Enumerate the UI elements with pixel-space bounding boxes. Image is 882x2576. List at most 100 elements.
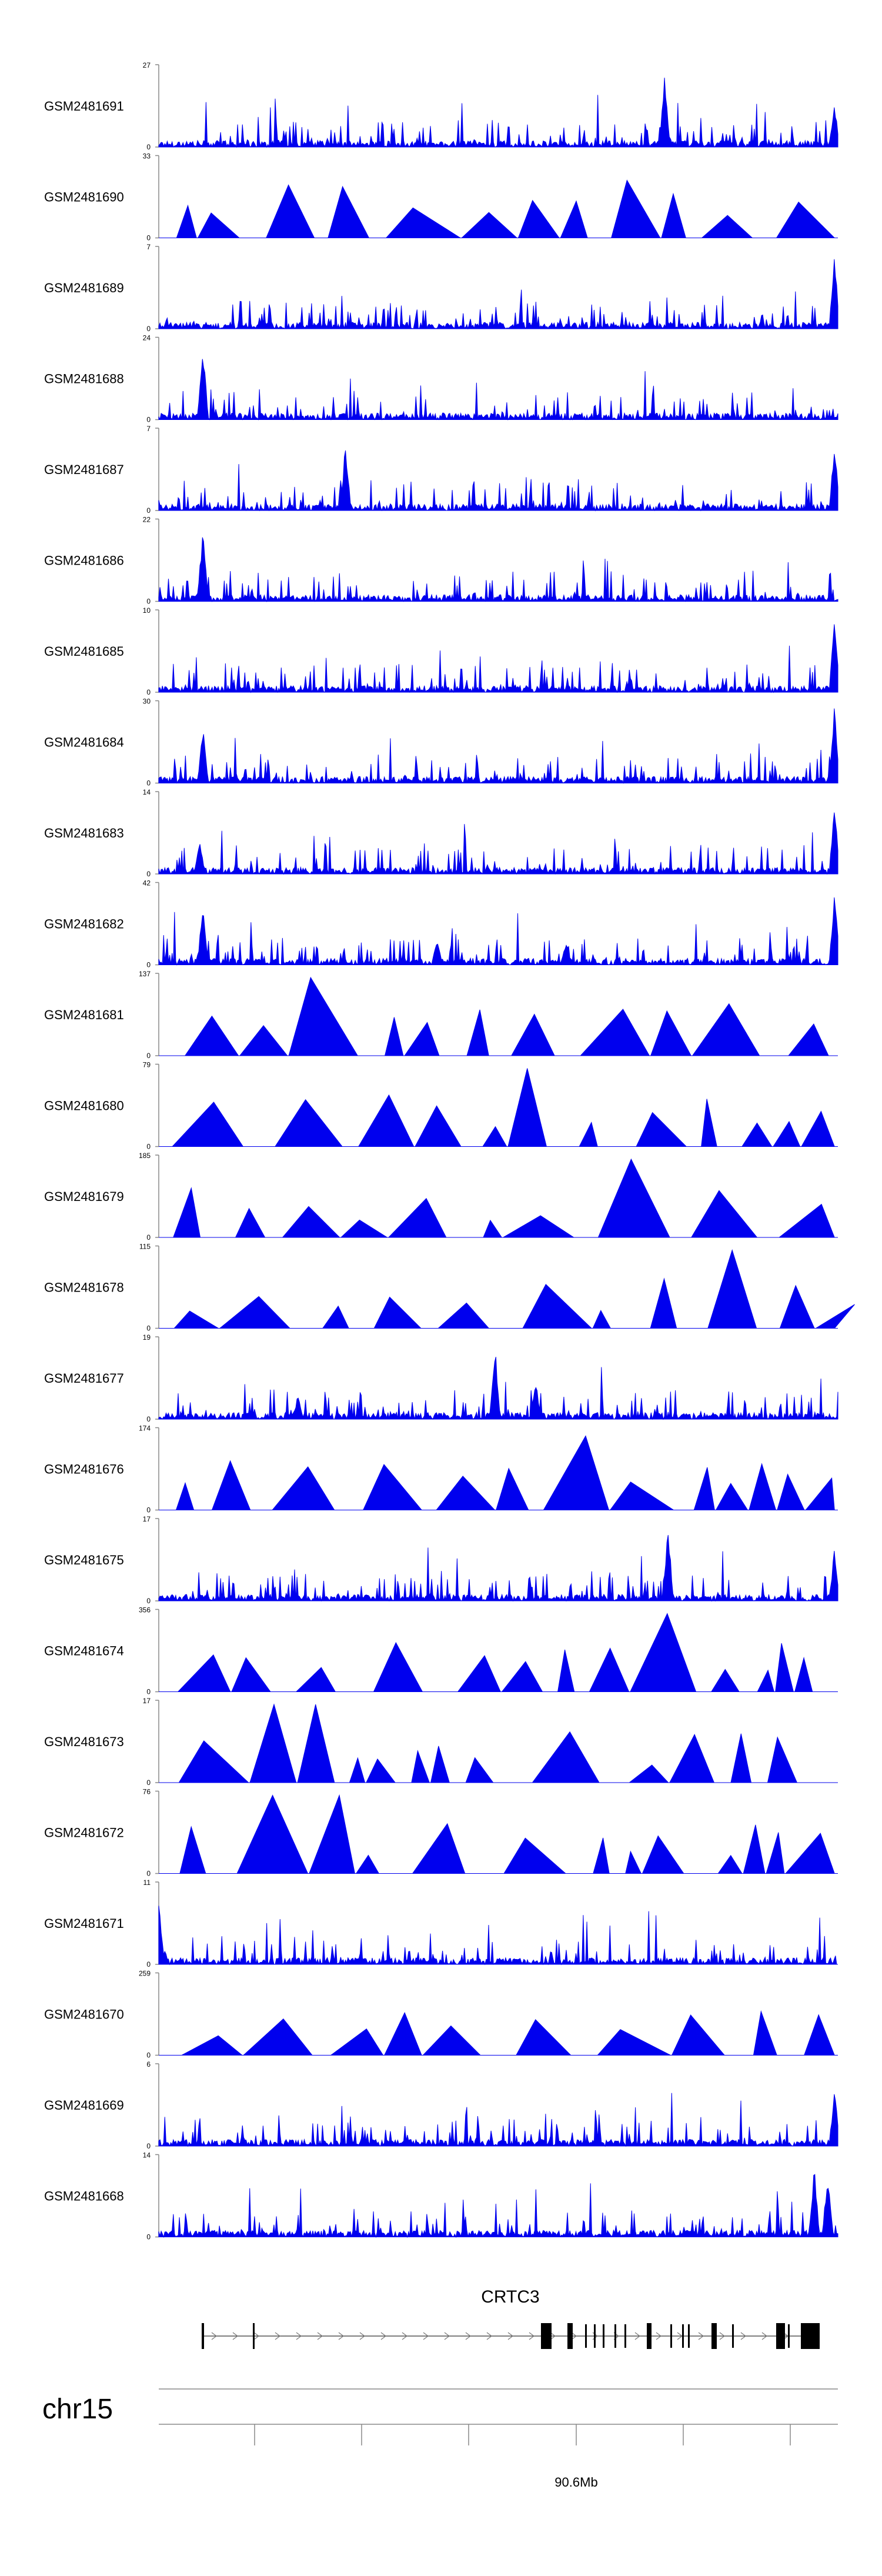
track-GSM2481691: GSM2481691 27 0	[44, 61, 838, 151]
strand-arrow	[634, 2332, 640, 2340]
gene-model: CRTC3	[202, 2287, 820, 2349]
strand-arrow	[761, 2332, 767, 2340]
signal-area	[158, 2093, 838, 2147]
strand-arrow	[740, 2332, 746, 2340]
y-min-label: 0	[146, 961, 151, 969]
track-label: GSM2481676	[44, 1462, 124, 1477]
exon	[541, 2323, 552, 2349]
track-label: GSM2481668	[44, 2189, 124, 2204]
y-max-label: 10	[143, 606, 151, 615]
signal-area	[159, 1703, 838, 1783]
y-min-label: 0	[146, 2142, 151, 2150]
strand-arrow	[232, 2332, 238, 2340]
y-min-label: 0	[146, 598, 151, 606]
track-GSM2481687: GSM2481687 7 0	[44, 425, 838, 515]
y-max-label: 259	[139, 1970, 151, 1978]
y-max-label: 356	[139, 1606, 151, 1614]
signal-tracks: GSM2481691270GSM2481690330GSM248168970GS…	[44, 61, 855, 2241]
signal-area	[158, 624, 838, 693]
strand-arrow	[529, 2332, 534, 2340]
strand-arrow	[507, 2332, 513, 2340]
exon	[202, 2323, 204, 2349]
exon	[647, 2323, 652, 2349]
y-min-label: 0	[146, 1506, 151, 1514]
track-GSM2481690: GSM2481690 33 0	[44, 152, 838, 242]
track-GSM2481678: GSM2481678 115 0	[44, 1243, 855, 1333]
track-GSM2481674: GSM2481674 356 0	[44, 1606, 838, 1696]
track-GSM2481676: GSM2481676 174 0	[44, 1424, 838, 1514]
y-min-label: 0	[146, 1233, 151, 1242]
y-min-label: 0	[146, 1324, 151, 1333]
axis-tick-label: 90.6Mb	[554, 2475, 597, 2490]
track-GSM2481671: GSM2481671 11 0	[44, 1878, 838, 1968]
exon	[624, 2324, 626, 2348]
signal-area	[158, 1906, 838, 1966]
y-min-label: 0	[146, 416, 151, 424]
y-min-label: 0	[146, 870, 151, 878]
track-GSM2481684: GSM2481684 30 0	[44, 698, 838, 788]
y-min-label: 0	[146, 779, 151, 788]
strand-arrow	[317, 2332, 323, 2340]
track-GSM2481673: GSM2481673 17 0	[44, 1697, 838, 1787]
signal-area	[158, 812, 838, 875]
strand-arrow	[338, 2332, 344, 2340]
track-label: GSM2481687	[44, 462, 124, 477]
exon	[682, 2324, 684, 2348]
track-GSM2481685: GSM2481685 10 0	[44, 606, 838, 696]
y-max-label: 24	[143, 334, 151, 342]
track-GSM2481683: GSM2481683 14 0	[44, 788, 838, 878]
signal-area	[159, 1249, 855, 1329]
track-label: GSM2481679	[44, 1189, 124, 1204]
exon	[567, 2323, 573, 2349]
track-GSM2481677: GSM2481677 19 0	[44, 1333, 838, 1423]
exon	[732, 2324, 734, 2348]
strand-arrow	[275, 2332, 280, 2340]
gene-label: CRTC3	[481, 2287, 539, 2307]
track-label: GSM2481674	[44, 1644, 124, 1659]
track-label: GSM2481677	[44, 1371, 124, 1386]
genome-axis: chr15 90.6Mb	[42, 2388, 838, 2490]
y-min-label: 0	[146, 1870, 151, 1878]
track-GSM2481686: GSM2481686 22 0	[44, 516, 838, 606]
track-label: GSM2481669	[44, 2098, 124, 2113]
signal-area	[158, 259, 838, 330]
y-max-label: 137	[139, 970, 151, 978]
y-min-label: 0	[146, 688, 151, 696]
y-max-label: 7	[146, 425, 151, 433]
y-max-label: 42	[143, 879, 151, 887]
exon	[711, 2323, 717, 2349]
y-min-label: 0	[146, 506, 151, 515]
track-label: GSM2481689	[44, 281, 124, 295]
exon	[253, 2323, 255, 2349]
signal-area	[159, 976, 838, 1056]
signal-area	[159, 179, 838, 238]
exon	[801, 2323, 820, 2349]
y-max-label: 14	[143, 788, 151, 796]
y-max-label: 33	[143, 152, 151, 161]
exon	[776, 2323, 785, 2349]
signal-area	[158, 450, 838, 512]
signal-area	[158, 359, 838, 421]
track-label: GSM2481678	[44, 1280, 124, 1295]
strand-arrow	[486, 2332, 492, 2340]
signal-area	[158, 897, 838, 966]
signal-area	[158, 2174, 838, 2238]
track-GSM2481670: GSM2481670 259 0	[44, 1970, 838, 2060]
y-min-label: 0	[146, 325, 151, 333]
y-min-label: 0	[146, 2051, 151, 2060]
y-min-label: 0	[146, 1688, 151, 1696]
track-label: GSM2481690	[44, 190, 124, 205]
signal-area	[159, 2010, 838, 2056]
strand-arrow	[656, 2332, 662, 2340]
strand-arrow	[719, 2332, 725, 2340]
y-min-label: 0	[146, 1960, 151, 1968]
track-label: GSM2481686	[44, 553, 124, 568]
y-min-label: 0	[146, 1597, 151, 1605]
track-GSM2481682: GSM2481682 42 0	[44, 879, 838, 969]
y-max-label: 7	[146, 243, 151, 251]
track-label: GSM2481670	[44, 2007, 124, 2022]
signal-area	[159, 1794, 838, 1874]
strand-arrow	[211, 2332, 217, 2340]
y-max-label: 79	[143, 1061, 151, 1069]
exon	[788, 2324, 790, 2348]
